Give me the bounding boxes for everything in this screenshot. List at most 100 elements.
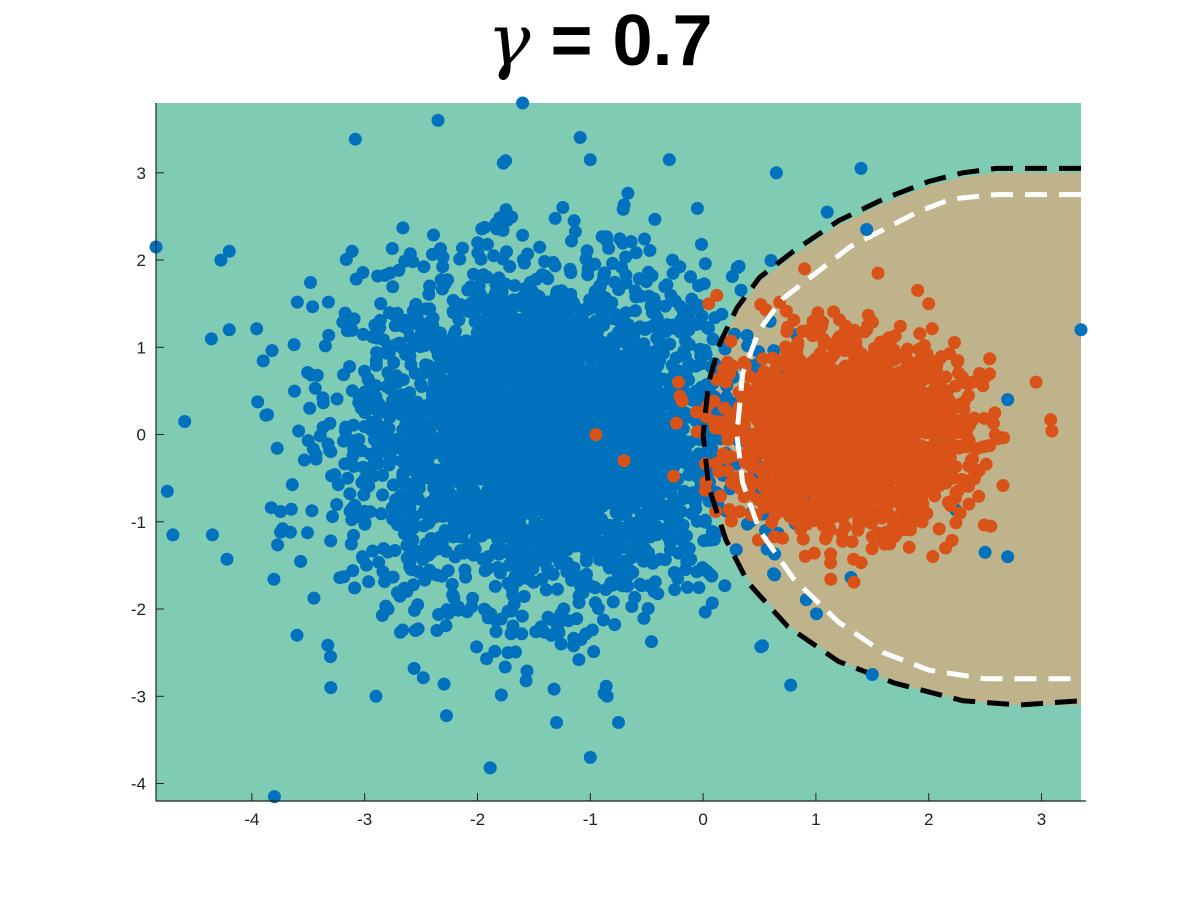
data-point (598, 496, 612, 510)
data-point (716, 362, 730, 376)
data-point (452, 379, 466, 393)
data-point (596, 379, 609, 393)
data-point (684, 270, 697, 284)
data-point (481, 343, 495, 357)
data-point (644, 461, 658, 475)
data-point (546, 498, 560, 512)
data-point (611, 567, 625, 581)
data-point (570, 612, 584, 626)
data-point (586, 341, 600, 355)
data-point (675, 394, 689, 408)
data-point (377, 542, 391, 556)
data-point (466, 591, 480, 605)
data-point (559, 475, 573, 489)
title-value: = 0.7 (530, 1, 713, 81)
data-point (324, 534, 338, 548)
data-point (390, 375, 404, 389)
data-point (573, 459, 587, 472)
data-point (423, 495, 437, 509)
chart-title: γ = 0.7 (0, 0, 1200, 81)
data-point (647, 486, 660, 500)
data-point (437, 468, 451, 482)
data-point (551, 582, 564, 596)
data-point (356, 327, 370, 341)
data-point (419, 302, 433, 316)
data-point (530, 345, 544, 359)
data-point (539, 583, 553, 597)
data-point (972, 489, 986, 503)
data-point (932, 522, 946, 536)
data-point (489, 542, 503, 556)
data-point (267, 572, 281, 586)
data-point (487, 249, 501, 263)
data-point (690, 565, 704, 579)
data-point (610, 425, 624, 439)
data-point (518, 526, 532, 540)
data-point (718, 579, 732, 593)
data-point (425, 384, 439, 398)
data-point (519, 674, 533, 688)
data-point (489, 356, 503, 370)
data-point (396, 423, 410, 437)
data-point (724, 514, 738, 528)
data-point (644, 391, 658, 405)
data-point (690, 201, 704, 215)
data-point (597, 269, 611, 282)
data-point (457, 546, 471, 560)
data-point (669, 351, 683, 365)
data-point (406, 484, 420, 498)
data-point (697, 277, 711, 291)
data-point (652, 436, 666, 450)
data-point (551, 620, 565, 634)
data-point (587, 645, 601, 659)
data-point (372, 555, 386, 569)
data-point (539, 422, 553, 435)
data-point (637, 554, 650, 568)
data-point (364, 423, 378, 437)
data-point (508, 279, 522, 293)
data-point (414, 377, 427, 391)
data-point (722, 503, 736, 517)
data-point (408, 366, 422, 380)
data-point (337, 570, 351, 584)
data-point (500, 245, 513, 259)
data-point (538, 523, 552, 537)
data-point (547, 682, 561, 696)
data-point (463, 335, 477, 349)
data-point (409, 297, 423, 311)
data-point (520, 664, 534, 678)
data-point (473, 357, 487, 371)
data-point (523, 394, 537, 408)
data-point (491, 339, 505, 353)
data-point (698, 605, 712, 619)
data-point (331, 478, 345, 492)
data-point (679, 529, 693, 543)
data-point (699, 564, 713, 578)
data-point (476, 552, 490, 566)
data-point (567, 631, 581, 645)
data-point (643, 244, 657, 257)
data-point (362, 374, 376, 387)
data-point (621, 569, 635, 583)
data-point (615, 260, 629, 274)
data-point (456, 349, 470, 363)
data-point (345, 244, 359, 258)
data-point (677, 306, 690, 320)
data-point (477, 379, 491, 393)
data-point (330, 498, 344, 511)
data-point (396, 221, 410, 235)
data-point (473, 509, 487, 523)
data-point (1044, 413, 1058, 427)
data-point (586, 580, 600, 594)
data-point (494, 688, 508, 702)
data-point (448, 332, 462, 346)
data-point (865, 530, 879, 544)
data-point (550, 286, 564, 300)
data-points (178, 131, 1059, 775)
data-point (599, 337, 613, 351)
data-point (343, 360, 357, 374)
data-point (321, 437, 335, 451)
data-point (500, 321, 514, 335)
data-point (607, 440, 621, 454)
data-point (517, 590, 531, 603)
